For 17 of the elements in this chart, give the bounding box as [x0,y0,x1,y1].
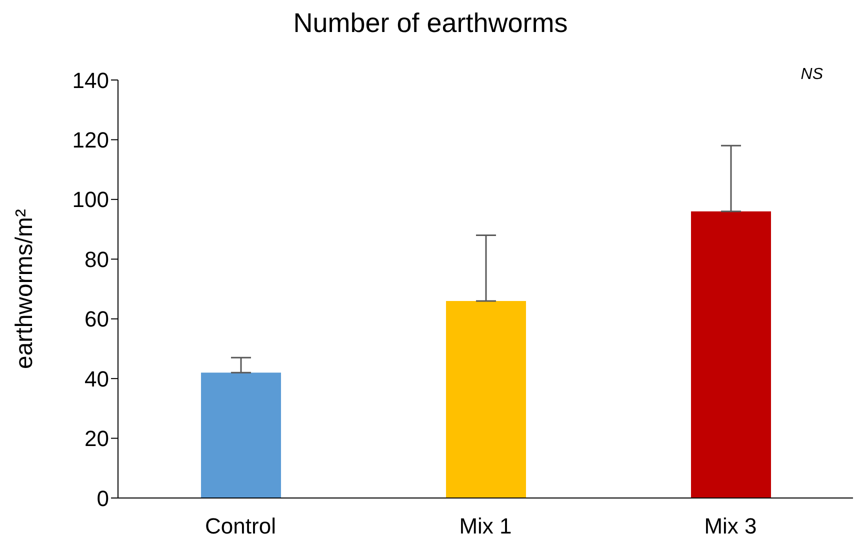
y-tick-label: 80 [84,246,109,272]
y-tick-label: 20 [84,426,109,452]
y-tick-label: 120 [72,128,109,153]
chart-title: Number of earthworms [292,8,569,39]
y-tick-label: 140 [72,68,109,93]
x-tick-label: Mix 3 [704,514,757,539]
y-axis-title: earthworms/m² [11,208,38,370]
bar [446,300,526,498]
x-tick-label: Mix 1 [459,514,512,539]
y-tick-label: 40 [84,366,109,392]
bar [691,211,771,498]
x-tick-label: Control [205,514,276,539]
bar [201,372,281,498]
annotation: NS [800,66,823,84]
y-tick-label: 60 [84,306,109,332]
y-tick-label: 100 [72,187,109,212]
y-tick-label: 0 [96,486,109,511]
